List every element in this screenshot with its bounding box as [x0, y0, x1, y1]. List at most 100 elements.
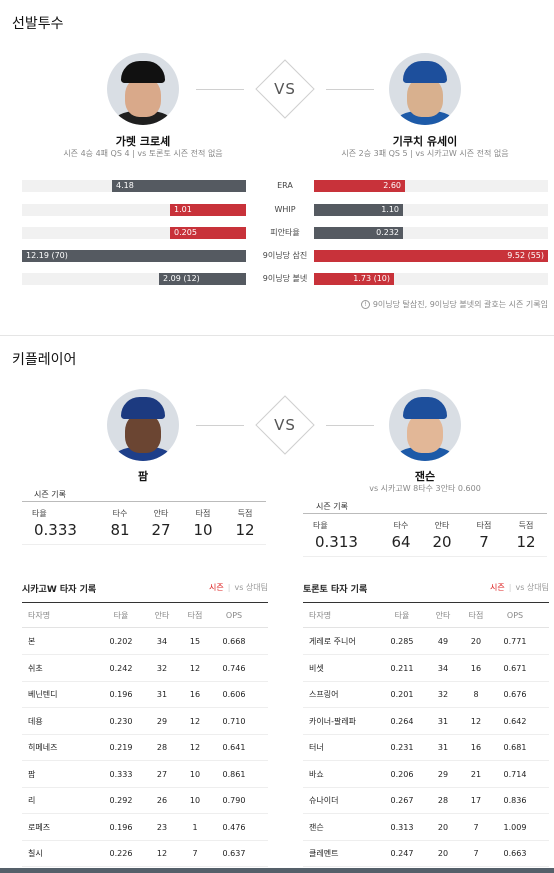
header-ops: OPS: [225, 611, 243, 620]
table-row[interactable]: 베닌텐디 0.196 31 16 0.606: [22, 682, 268, 708]
table-row[interactable]: 팜 0.333 27 10 0.861: [22, 762, 268, 788]
rbi: 10: [189, 769, 201, 779]
stat-value: 0.333: [34, 521, 77, 539]
rbi: 12: [189, 663, 201, 673]
table-tabs: 시즌 | vs 상대팀: [209, 582, 268, 593]
ops: 0.663: [503, 849, 527, 858]
table-row[interactable]: 클레멘트 0.247 20 7 0.663: [303, 841, 549, 867]
hits: 27: [156, 769, 168, 779]
batting-avg: 0.333: [109, 769, 133, 779]
stat-value: 81: [110, 521, 130, 539]
key-player-left-name[interactable]: 팜: [137, 470, 149, 483]
stat-value: 10: [193, 521, 213, 539]
table-row[interactable]: 슈나이더 0.267 28 17 0.836: [303, 788, 549, 814]
key-player-right-name[interactable]: 잰슨: [414, 470, 436, 483]
hits: 28: [156, 743, 168, 752]
table-row[interactable]: 데용 0.230 29 12 0.710: [22, 709, 268, 735]
table-row[interactable]: 터너 0.231 31 16 0.681: [303, 735, 549, 761]
tab-season[interactable]: 시즌: [490, 583, 505, 592]
player-name[interactable]: 히메네즈: [28, 743, 58, 752]
player-name[interactable]: 클레멘트: [309, 849, 339, 858]
hits: 31: [156, 690, 168, 699]
rbi: 7: [473, 849, 479, 858]
rbi: 21: [470, 769, 482, 779]
table-row[interactable]: 바쇼 0.206 29 21 0.714: [303, 762, 549, 788]
comparison-row: 4.18 2.60 ERA: [22, 180, 548, 192]
header-hits: 안타: [154, 611, 170, 620]
key-player-right-avatar[interactable]: [389, 389, 461, 461]
comparison-label: 9이닝당 볼넷: [262, 274, 308, 283]
vs-label-2: VS: [274, 416, 296, 434]
right-bar: [314, 273, 394, 285]
batting-avg: 0.264: [390, 716, 414, 726]
tab-season[interactable]: 시즌: [209, 583, 224, 592]
batting-avg: 0.230: [109, 716, 133, 726]
player-name[interactable]: 팜: [28, 769, 36, 779]
batting-avg: 0.196: [109, 690, 133, 699]
bottom-strip: [0, 868, 554, 873]
left-bar: [170, 204, 246, 216]
table-row[interactable]: 리 0.292 26 10 0.790: [22, 788, 268, 814]
player-name[interactable]: 터너: [309, 743, 324, 752]
table-row[interactable]: 히메네즈 0.219 28 12 0.641: [22, 735, 268, 761]
batting-avg: 0.196: [109, 822, 133, 832]
table-row[interactable]: 스프링어 0.201 32 8 0.676: [303, 682, 549, 708]
table-row[interactable]: 비셋 0.211 34 16 0.671: [303, 656, 549, 682]
stat-label: 타점: [195, 509, 211, 518]
key-player-left-record-title: 시즌 기록: [34, 490, 66, 499]
chicago-batting-table: 시카고W 타자 기록 시즌 | vs 상대팀 타자명 타율 안타 타점 OPS 본 0.202 34 1…: [22, 582, 268, 867]
player-name[interactable]: 게레로 주니어: [309, 637, 356, 646]
player-name[interactable]: 비셋: [309, 663, 324, 673]
key-player-left-avatar[interactable]: [107, 389, 179, 461]
player-name[interactable]: 로페즈: [28, 822, 51, 832]
stat-value: 0.313: [315, 533, 358, 551]
tab-vs-opponent[interactable]: vs 상대팀: [515, 583, 549, 592]
pitcher-right-avatar[interactable]: [389, 53, 461, 125]
left-bar-value: 12.19 (70): [26, 251, 68, 260]
ops: 0.710: [222, 716, 246, 726]
rbi: 7: [473, 822, 479, 832]
comparison-label: ERA: [277, 181, 293, 190]
table-row[interactable]: 잰슨 0.313 20 7 1.009: [303, 815, 549, 841]
rbi: 8: [473, 690, 479, 699]
ops: 0.637: [222, 849, 246, 858]
player-name[interactable]: 본: [28, 637, 36, 646]
left-bar: [170, 227, 246, 239]
table-row[interactable]: 로페즈 0.196 23 1 0.476: [22, 815, 268, 841]
stat-label: 타수: [112, 509, 128, 518]
player-name[interactable]: 스프링어: [309, 690, 339, 699]
player-name[interactable]: 데용: [28, 716, 43, 726]
table-row[interactable]: 칠시 0.226 12 7 0.637: [22, 841, 268, 867]
player-name[interactable]: 잰슨: [309, 822, 324, 832]
pitcher-left-avatar[interactable]: [107, 53, 179, 125]
ops: 0.606: [222, 690, 246, 699]
batting-avg: 0.206: [390, 769, 414, 779]
comparison-row: 0.205 0.232 피안타율: [22, 227, 548, 239]
tab-separator: |: [227, 583, 231, 592]
table-row[interactable]: 카이너-팔레파 0.264 31 12 0.642: [303, 709, 549, 735]
player-name[interactable]: 카이너-팔레파: [309, 716, 357, 726]
stat-value: 20: [432, 533, 452, 551]
player-name[interactable]: 바쇼: [309, 769, 324, 779]
hits: 32: [156, 663, 168, 673]
section-divider: [0, 335, 554, 336]
player-name[interactable]: 슈나이더: [309, 796, 339, 805]
right-bar-value: 0.232: [376, 228, 399, 237]
player-name[interactable]: 베닌텐디: [28, 690, 58, 699]
pitcher-right-name[interactable]: 기쿠치 유세이: [392, 135, 458, 148]
right-bar: [314, 180, 405, 192]
toronto-batting-table: 토론토 타자 기록 시즌 | vs 상대팀 타자명 타율 안타 타점 OPS 게레로 주니어 0.2…: [303, 582, 549, 867]
table-row[interactable]: 본 0.202 34 15 0.668: [22, 629, 268, 655]
record-line: [303, 556, 547, 557]
pitcher-left-name[interactable]: 가렛 크로셰: [115, 135, 171, 148]
right-bar-value: 1.73 (10): [353, 274, 390, 283]
pitcher-right-summary: 시즌 2승 3패 QS 5 | vs 시카고W 시즌 전적 없음: [341, 149, 509, 158]
tab-vs-opponent[interactable]: vs 상대팀: [234, 583, 268, 592]
stat-label: 타수: [393, 521, 409, 530]
batting-avg: 0.247: [390, 849, 414, 858]
table-row[interactable]: 쉬초 0.242 32 12 0.746: [22, 656, 268, 682]
player-name[interactable]: 쉬초: [28, 663, 43, 673]
table-row[interactable]: 게레로 주니어 0.285 49 20 0.771: [303, 629, 549, 655]
player-name[interactable]: 리: [28, 796, 36, 805]
player-name[interactable]: 칠시: [28, 849, 43, 858]
